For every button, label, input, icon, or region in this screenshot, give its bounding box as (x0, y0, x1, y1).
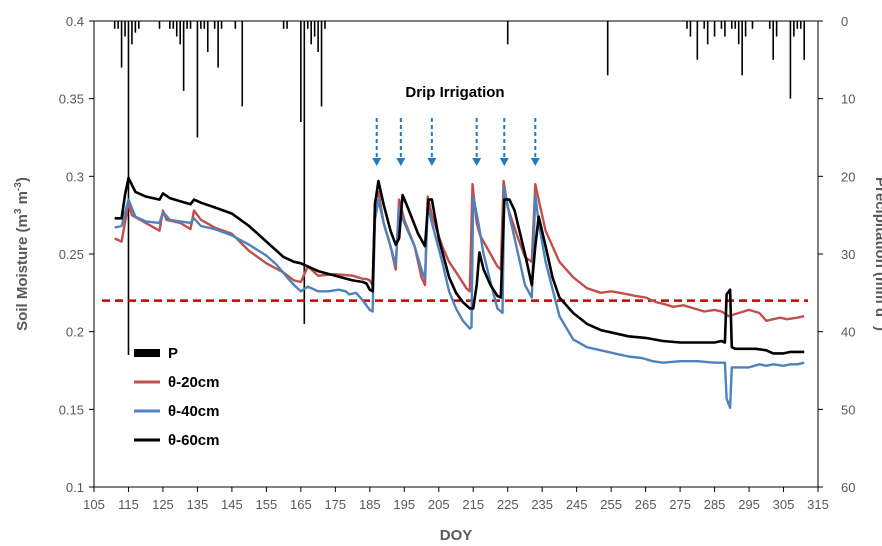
y2-tick-label: 40 (841, 325, 855, 340)
x-tick-label: 115 (118, 497, 139, 512)
x-tick-label: 105 (83, 497, 105, 512)
irrigation-arrow-head (472, 158, 482, 166)
x-tick-label: 285 (704, 497, 726, 512)
precipitation-bars (113, 21, 806, 355)
x-tick-label: 295 (738, 497, 760, 512)
y2-tick-label: 10 (841, 92, 855, 107)
legend-label: P (168, 345, 178, 362)
y-tick-label: 0.4 (66, 14, 84, 29)
y2-axis-title: Precipitation (mm d-1) (872, 177, 882, 331)
legend: Pθ-20cm θ-40cm θ-60cm (134, 345, 219, 449)
legend-swatch (134, 349, 160, 357)
y2-axis-ticks: 0 10 20 30 40 50 60 (818, 14, 855, 495)
series-lines (114, 176, 805, 409)
y-tick-label: 0.35 (59, 92, 84, 107)
x-tick-label: 215 (462, 497, 484, 512)
x-axis-ticks: 105 115 125 135 145 155 165 175 185 195 205 215 225 2… (83, 487, 829, 512)
legend-item: θ-60cm (134, 432, 219, 449)
legend-label: θ-40cm (168, 403, 219, 420)
y-axis-ticks: 0.1 0.15 0.2 0.25 0.3 0.35 0.4 (59, 14, 94, 495)
series-line-θ-60cm (114, 176, 805, 355)
x-tick-label: 195 (393, 497, 415, 512)
y-axis-title: Soil Moisture (m3 m-3) (13, 177, 31, 331)
x-tick-label: 125 (152, 497, 174, 512)
legend-label: θ-20cm (168, 374, 219, 391)
irrigation-arrow-head (372, 158, 382, 166)
x-axis-title: DOY (440, 527, 473, 544)
x-tick-label: 165 (290, 497, 312, 512)
y-tick-label: 0.15 (59, 402, 84, 417)
irrigation-arrows (372, 118, 540, 166)
y-tick-label: 0.2 (66, 325, 84, 340)
series-line-θ-40cm (114, 185, 805, 409)
legend-item: P (134, 345, 178, 362)
y2-tick-label: 30 (841, 247, 855, 262)
irrigation-arrow-head (396, 158, 406, 166)
legend-item: θ-20cm (134, 374, 219, 391)
plot-area (93, 20, 819, 488)
y-tick-label: 0.3 (66, 169, 84, 184)
irrigation-arrow-head (427, 158, 437, 166)
y2-tick-label: 0 (841, 14, 848, 29)
drip-irrigation-annotation: Drip Irrigation (405, 84, 504, 101)
x-tick-label: 145 (221, 497, 243, 512)
y2-tick-label: 50 (841, 402, 855, 417)
x-tick-label: 275 (669, 497, 691, 512)
x-tick-label: 235 (531, 497, 553, 512)
x-tick-label: 305 (773, 497, 795, 512)
legend-label: θ-60cm (168, 432, 219, 449)
y-tick-label: 0.25 (59, 247, 84, 262)
x-tick-label: 155 (256, 497, 278, 512)
y-tick-label: 0.1 (66, 480, 84, 495)
y2-tick-label: 20 (841, 169, 855, 184)
irrigation-arrow-head (530, 158, 540, 166)
x-tick-label: 185 (359, 497, 381, 512)
x-tick-label: 225 (497, 497, 519, 512)
x-tick-label: 265 (635, 497, 657, 512)
x-tick-label: 255 (600, 497, 622, 512)
x-tick-label: 175 (324, 497, 346, 512)
x-tick-label: 205 (428, 497, 450, 512)
x-tick-label: 245 (566, 497, 588, 512)
legend-item: θ-40cm (134, 403, 219, 420)
irrigation-arrow-head (499, 158, 509, 166)
x-tick-label: 315 (807, 497, 829, 512)
series-line-θ-20cm (114, 179, 805, 322)
x-tick-label: 135 (187, 497, 209, 512)
y2-tick-label: 60 (841, 480, 855, 495)
